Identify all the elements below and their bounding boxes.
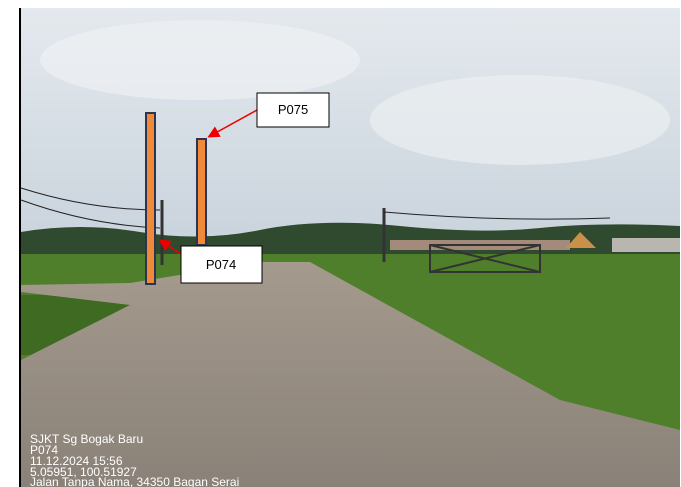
annotated-photo: P075 P074 SJKT Sg Bogak Baru P074 11.12.… [0, 0, 681, 487]
callout-label: P074 [206, 257, 236, 272]
cloud [40, 20, 360, 100]
shed [612, 238, 680, 252]
page: P075 P074 SJKT Sg Bogak Baru P074 11.12.… [0, 0, 681, 487]
pole-marker [146, 113, 155, 284]
pole-marker [197, 139, 206, 245]
cloud [370, 75, 670, 165]
callout-label: P075 [278, 102, 308, 117]
stamp-line: Jalan Tanpa Nama, 34350 Bagan Serai [30, 475, 239, 487]
